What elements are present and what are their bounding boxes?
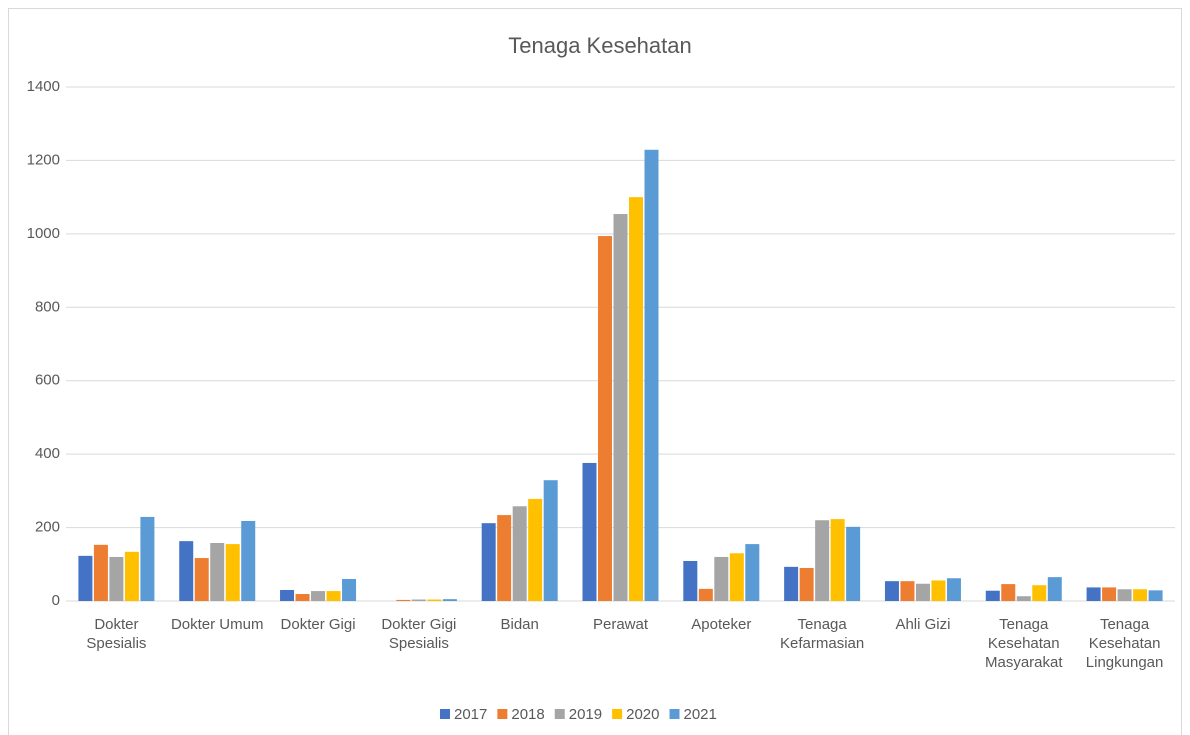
bar — [78, 555, 93, 601]
bar — [1133, 589, 1148, 601]
bar — [210, 542, 225, 601]
bar — [946, 578, 961, 601]
bar — [1117, 589, 1132, 601]
bar — [543, 480, 558, 601]
bar — [729, 553, 744, 601]
bar — [179, 541, 194, 601]
bar — [1047, 577, 1062, 601]
y-tick-label: 1200 — [27, 151, 60, 168]
bar — [644, 149, 659, 601]
bar — [745, 544, 760, 601]
bar — [1102, 587, 1117, 601]
bar — [396, 599, 411, 601]
bar — [311, 591, 326, 601]
bar — [582, 462, 597, 601]
bar — [512, 506, 527, 601]
bar — [140, 516, 155, 601]
x-tick-label: Ahli Gizi — [895, 616, 951, 633]
legend-label: 2017 — [454, 706, 487, 723]
bar — [225, 544, 240, 601]
chart-frame — [8, 8, 1182, 735]
bar — [481, 523, 496, 601]
bar — [295, 594, 310, 601]
chart-title: Tenaga Kesehatan — [508, 33, 692, 58]
legend-label: 2018 — [511, 706, 544, 723]
bar — [124, 551, 139, 601]
bar — [698, 588, 713, 601]
bar — [799, 567, 814, 601]
bar — [1016, 596, 1031, 601]
y-tick-label: 600 — [35, 372, 60, 389]
x-tick-label: Bidan — [500, 616, 539, 633]
bar — [598, 236, 612, 601]
legend-swatch — [497, 709, 508, 719]
bar — [830, 519, 845, 601]
x-tick-label: Perawat — [592, 616, 649, 633]
legend-label: 2021 — [684, 706, 717, 723]
bar — [931, 580, 946, 601]
x-tick-label: Tenaga Kesehatan Lingkungan — [1085, 616, 1164, 671]
bar — [411, 599, 426, 601]
legend-swatch — [669, 709, 680, 719]
bar — [846, 526, 861, 601]
bar — [1001, 584, 1016, 601]
x-tick-label: Dokter Gigi Spesialis — [381, 616, 457, 652]
bar — [714, 556, 729, 601]
bar — [241, 520, 256, 601]
y-tick-label: 800 — [35, 298, 60, 315]
y-tick-label: 1000 — [27, 225, 60, 242]
x-tick-label: Dokter Spesialis — [86, 616, 147, 652]
y-tick-label: 400 — [35, 445, 60, 462]
x-tick-label: Dokter Umum — [170, 616, 264, 633]
x-tick-label: Tenaga Kefarmasian — [780, 616, 865, 652]
bar — [629, 197, 643, 601]
bar — [1032, 585, 1047, 601]
legend-label: 2019 — [569, 706, 602, 723]
bar — [528, 498, 543, 601]
bar — [326, 591, 341, 601]
bar — [683, 560, 698, 601]
y-tick-label: 200 — [35, 519, 60, 536]
x-tick-label: Apoteker — [691, 616, 752, 633]
bar — [900, 581, 915, 601]
bar — [1086, 587, 1101, 601]
bar — [884, 581, 899, 601]
bar — [613, 214, 628, 601]
legend-swatch — [440, 709, 450, 719]
bar — [815, 520, 830, 601]
y-tick-label: 0 — [52, 592, 60, 609]
bar — [784, 566, 799, 601]
bar — [427, 599, 442, 601]
x-tick-label: Tenaga Kesehatan Masyarakat — [985, 616, 1063, 671]
bar — [280, 589, 295, 601]
bar — [442, 599, 457, 601]
x-tick-label: Dokter Gigi — [280, 616, 356, 633]
legend-swatch — [554, 709, 565, 719]
bar — [93, 544, 108, 601]
bar — [342, 578, 357, 601]
y-tick-label: 1400 — [27, 78, 60, 95]
bar — [194, 558, 209, 601]
legend-label: 2020 — [626, 706, 659, 723]
bar — [109, 556, 124, 601]
bar — [915, 583, 930, 601]
bar — [1148, 590, 1163, 601]
bar — [497, 515, 512, 601]
bar — [985, 590, 1000, 601]
legend-swatch — [612, 709, 623, 719]
